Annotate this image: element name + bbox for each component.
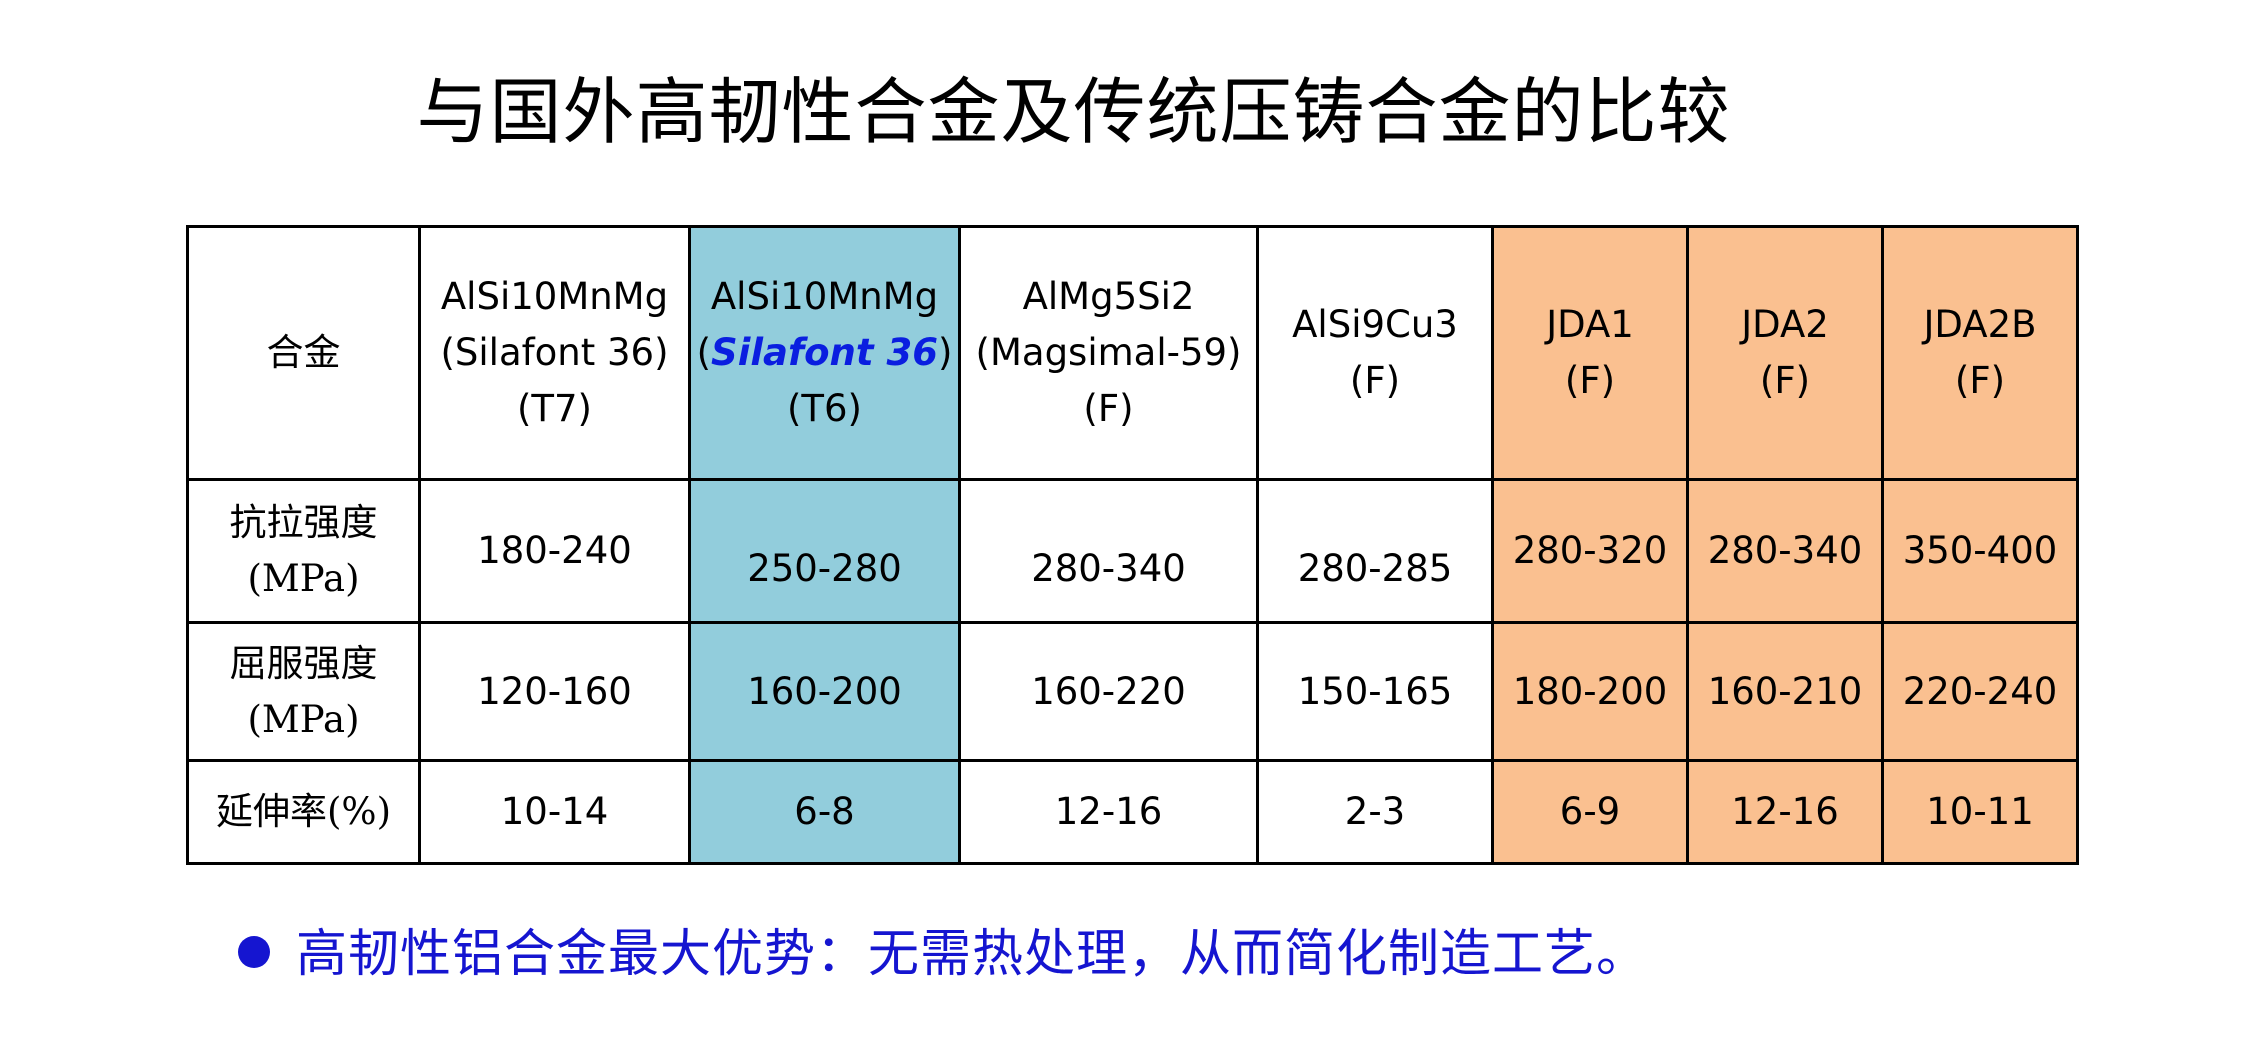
col-header-line: (F) <box>1083 387 1134 430</box>
table-cell: 280-320 <box>1491 478 1689 624</box>
table-cell: 250-280 <box>688 478 961 624</box>
table-cell: 150-165 <box>1256 621 1494 762</box>
col-header-jda2: JDA2 (F) <box>1686 225 1884 481</box>
table-cell: 6-9 <box>1491 759 1689 865</box>
table-cell: 10-14 <box>418 759 691 865</box>
col-header-line: (Magsimal-59) <box>975 331 1242 374</box>
table-cell: 6-8 <box>688 759 961 865</box>
table-cell: 160-210 <box>1686 621 1884 762</box>
table-cell: 120-160 <box>418 621 691 762</box>
bullet-dot-icon <box>238 936 270 968</box>
paren-close: ) <box>937 331 953 374</box>
col-header-line: AlSi9Cu3 <box>1292 303 1458 346</box>
row-label: 抗拉强度 (MPa) <box>186 478 421 624</box>
row-label-unit: (MPa) <box>247 697 360 741</box>
col-header-line: (F) <box>1564 359 1616 402</box>
col-header-line: JDA2 <box>1741 303 1829 346</box>
table-cell: 12-16 <box>958 759 1259 865</box>
row-label-line: 屈服强度 <box>229 641 378 685</box>
col-header-magsimal: AlMg5Si2 (Magsimal-59) (F) <box>958 225 1259 481</box>
table-cell-value: 280-340 <box>1031 547 1186 590</box>
row-label: 延伸率(%) <box>186 759 421 865</box>
col-header-line: AlSi10MnMg <box>440 275 669 318</box>
table-cell: 160-220 <box>958 621 1259 762</box>
col-header-line: (Silafont 36) <box>691 325 958 381</box>
col-header-line: (F) <box>1759 359 1811 402</box>
col-header-line: JDA1 <box>1546 303 1634 346</box>
row-label-unit: (MPa) <box>247 557 360 600</box>
row-label-line: 抗拉强度 <box>229 501 378 544</box>
page-title: 与国外高韧性合金及传统压铸合金的比较 <box>416 70 1731 154</box>
table-row-tensile-strength: 抗拉强度 (MPa) 180-240 250-280 280-340 280-2… <box>186 478 2079 624</box>
table-cell: 180-240 <box>418 478 691 624</box>
col-header-jda1: JDA1 (F) <box>1491 225 1689 481</box>
col-header-line: AlSi10MnMg <box>710 275 939 318</box>
corner-label: 合金 <box>186 225 421 481</box>
table-cell: 220-240 <box>1881 621 2079 762</box>
col-header-line: JDA2B <box>1923 303 2037 346</box>
paren-open: ( <box>696 331 712 374</box>
table-cell: 2-3 <box>1256 759 1494 865</box>
col-header-line: (T6) <box>786 387 862 430</box>
table-cell: 280-340 <box>1686 478 1884 624</box>
col-header-line: (F) <box>1954 359 2006 402</box>
table-cell: 10-11 <box>1881 759 2079 865</box>
highlighted-alloy-name: Silafont 36 <box>711 331 938 374</box>
col-header-line: (F) <box>1349 359 1401 402</box>
col-header-jda2b: JDA2B (F) <box>1881 225 2079 481</box>
row-label: 屈服强度 (MPa) <box>186 621 421 762</box>
bullet-point: 高韧性铝合金最大优势：无需热处理，从而简化制造工艺。 <box>238 915 1648 995</box>
col-header-line: (Silafont 36) <box>440 331 669 374</box>
col-header-alsi9cu3: AlSi9Cu3 (F) <box>1256 225 1494 481</box>
col-header-line: (T7) <box>516 387 592 430</box>
table-cell: 160-200 <box>688 621 961 762</box>
col-header-silafont-t7: AlSi10MnMg (Silafont 36) (T7) <box>418 225 691 481</box>
table-cell: 12-16 <box>1686 759 1884 865</box>
table-cell-value: 280-285 <box>1297 547 1453 590</box>
table-cell-value: 250-280 <box>747 547 902 590</box>
bullet-text: 高韧性铝合金最大优势：无需热处理，从而简化制造工艺。 <box>296 925 1649 984</box>
table-cell: 280-340 <box>958 478 1259 624</box>
table-cell: 180-200 <box>1491 621 1689 762</box>
comparison-table: 合金 AlSi10MnMg (Silafont 36) (T7) AlSi10M… <box>186 225 2079 865</box>
table-header-row: 合金 AlSi10MnMg (Silafont 36) (T7) AlSi10M… <box>186 225 2079 481</box>
table-row-yield-strength: 屈服强度 (MPa) 120-160 160-200 160-220 150-1… <box>186 621 2079 762</box>
table-row-elongation: 延伸率(%) 10-14 6-8 12-16 2-3 6-9 12-16 10-… <box>186 759 2079 865</box>
col-header-line: AlMg5Si2 <box>1022 275 1195 318</box>
table-cell: 280-285 <box>1256 478 1494 624</box>
table-cell: 350-400 <box>1881 478 2079 624</box>
col-header-silafont-t6: AlSi10MnMg (Silafont 36) (T6) <box>688 225 961 481</box>
